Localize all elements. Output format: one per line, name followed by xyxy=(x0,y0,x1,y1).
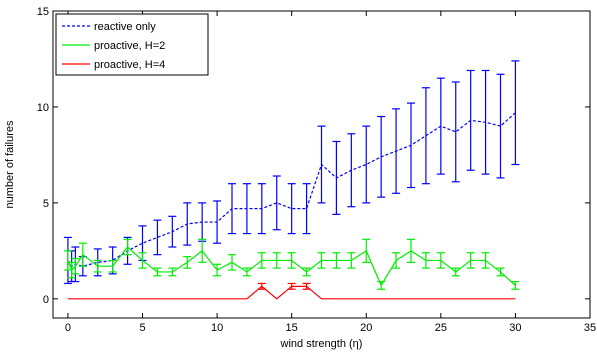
x-tick-label: 25 xyxy=(435,322,447,334)
x-tick-label: 30 xyxy=(509,322,521,334)
x-tick-label: 5 xyxy=(139,322,145,334)
series-layer xyxy=(63,60,520,300)
legend-entry: reactive only xyxy=(94,21,156,33)
legend-entry: proactive, H=4 xyxy=(94,59,165,71)
y-tick-label: 5 xyxy=(43,198,49,210)
x-tick-label: 10 xyxy=(211,322,223,334)
x-axis-label: wind strength (η) xyxy=(280,338,363,350)
series-line xyxy=(67,246,516,287)
series-line xyxy=(67,285,516,300)
series-2 xyxy=(63,238,520,290)
legend: reactive only proactive, H=2 proactive, H=… xyxy=(55,13,209,76)
y-tick-label: 15 xyxy=(37,6,49,18)
series-3 xyxy=(67,282,516,300)
x-tick-label: 15 xyxy=(286,322,298,334)
x-tick-label: 0 xyxy=(65,322,71,334)
y-tick-label: 0 xyxy=(43,294,49,306)
series-line xyxy=(67,112,516,267)
y-axis-label: number of failures xyxy=(4,120,16,209)
legend-entry: proactive, H=2 xyxy=(94,40,165,52)
y-tick-label: 10 xyxy=(37,102,49,114)
x-tick-label: 20 xyxy=(360,322,372,334)
series-1 xyxy=(63,60,520,285)
x-tick-label: 35 xyxy=(584,322,596,334)
